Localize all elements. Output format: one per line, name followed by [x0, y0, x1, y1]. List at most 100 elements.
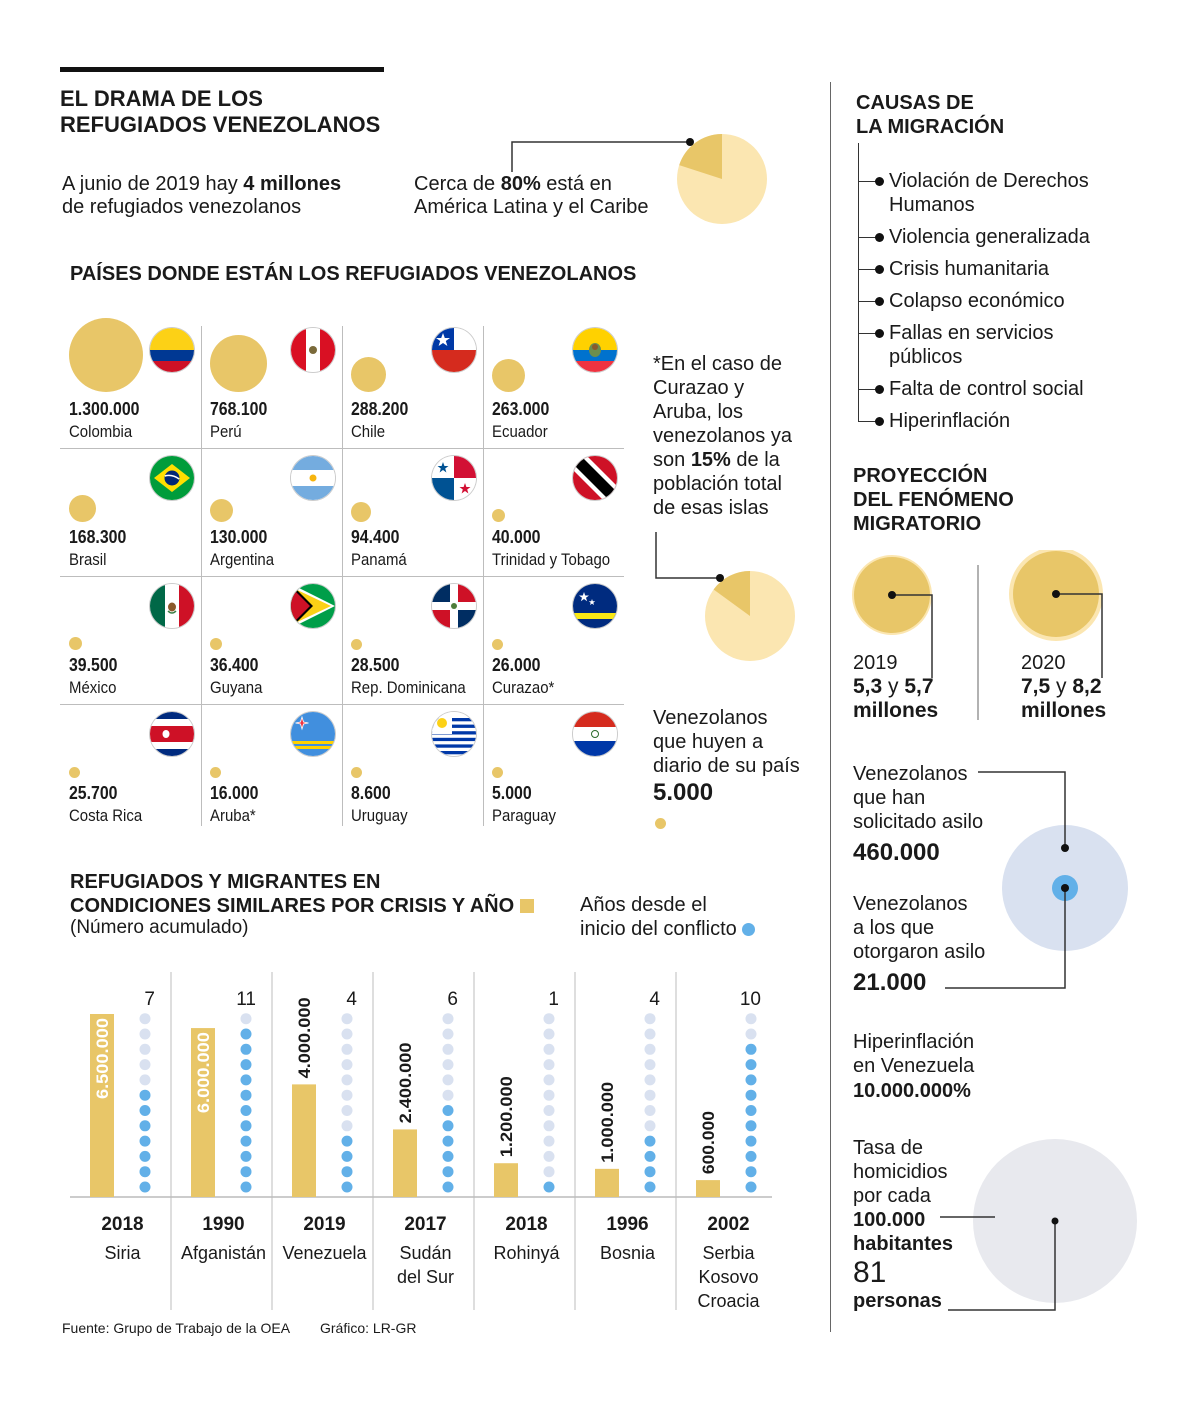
cause-tick — [858, 269, 876, 270]
cause-bullet — [875, 385, 884, 394]
cause-item: Crisis humanitaria — [889, 258, 1050, 280]
grid-divider — [60, 704, 624, 705]
flag-icon — [432, 328, 476, 372]
years-dot — [644, 1120, 656, 1132]
crisis-bar — [494, 1163, 518, 1197]
years-dot — [139, 1120, 151, 1132]
years-dot — [644, 1166, 656, 1178]
years-dot — [644, 1074, 656, 1086]
years-dot — [644, 1150, 656, 1162]
flag-icon — [573, 584, 617, 628]
years-dot — [543, 1166, 555, 1178]
grid-divider — [60, 448, 624, 449]
daily-text: Venezolanos que huyen a diario de su paí… — [653, 707, 800, 806]
hyperinflation: Hiperinflación en Venezuela 10.000.000% — [853, 1031, 975, 1102]
years-dot — [745, 1028, 757, 1040]
years-label: 10 — [740, 989, 761, 1010]
years-dot — [745, 1059, 757, 1071]
country-cell: 36.400 Guyana — [201, 576, 342, 704]
years-dot — [543, 1013, 555, 1025]
crisis-chart: 6.500.000 7 2018 Siria 6.000.000 11 1990 Afgani… — [70, 972, 772, 1311]
years-dot — [644, 1089, 656, 1101]
crisis-name: Sudán — [399, 1243, 451, 1263]
years-dot — [442, 1059, 454, 1071]
cause-tick — [858, 301, 876, 302]
years-dot — [644, 1013, 656, 1025]
country-value: 130.000 — [210, 527, 268, 547]
years-dot — [745, 1120, 757, 1132]
years-dot — [240, 1089, 252, 1101]
years-dot — [442, 1120, 454, 1132]
flag-icon — [432, 584, 476, 628]
flag-icon — [291, 456, 335, 500]
years-dot — [240, 1028, 252, 1040]
country-value: 8.600 — [351, 783, 391, 803]
crisis-bar — [393, 1129, 417, 1197]
years-dot — [139, 1059, 151, 1071]
years-dot — [442, 1013, 454, 1025]
country-name: México — [69, 678, 117, 697]
years-dot — [543, 1120, 555, 1132]
cause-tick — [858, 181, 876, 182]
causes-title: CAUSAS DE LA MIGRACIÓN — [856, 92, 1005, 138]
years-dot — [644, 1181, 656, 1193]
country-cell: 5.000 Paraguay — [483, 704, 624, 832]
country-cell: 26.000 Curazao* — [483, 576, 624, 704]
projection-2019: 2019 5,3 y 5,7 millones — [853, 652, 939, 722]
country-bubble — [210, 767, 221, 778]
projection-title: PROYECCIÓN DEL FENÓMENO MIGRATORIO — [853, 465, 1014, 535]
asylum-circles — [945, 771, 1128, 989]
cause-item: Violencia generalizada — [889, 226, 1090, 248]
country-value: 36.400 — [210, 655, 259, 675]
cause-item: Fallas en servicios públicos — [889, 322, 1054, 368]
legend-years-dot — [742, 923, 756, 936]
country-bubble — [69, 318, 143, 392]
years-dot — [442, 1043, 454, 1055]
years-label: 1 — [548, 989, 559, 1010]
years-dot — [240, 1043, 252, 1055]
country-value: 39.500 — [69, 655, 118, 675]
country-name: Colombia — [69, 422, 133, 441]
country-name: Brasil — [69, 550, 107, 569]
crisis-bar — [696, 1180, 720, 1197]
islands-note: *En el caso de Curazao y Aruba, los vene… — [653, 353, 792, 519]
years-dot — [139, 1181, 151, 1193]
years-dot — [543, 1150, 555, 1162]
country-bubble — [351, 502, 371, 522]
years-dot — [240, 1013, 252, 1025]
flag-icon — [432, 712, 476, 756]
years-dot — [543, 1028, 555, 1040]
years-dot — [745, 1043, 757, 1055]
years-dot — [240, 1135, 252, 1147]
country-name: Guyana — [210, 678, 263, 697]
country-cell: 768.100 Perú — [201, 320, 342, 448]
page-title: EL DRAMA DE LOS REFUGIADOS VENEZOLANOS — [60, 86, 381, 137]
flag-icon — [573, 328, 617, 372]
years-dot — [543, 1181, 555, 1193]
years-dot — [341, 1105, 353, 1116]
islands-pie — [655, 532, 795, 661]
crisis-name: Venezuela — [282, 1243, 367, 1263]
country-name: Chile — [351, 422, 386, 441]
years-dot — [139, 1166, 151, 1178]
country-bubble — [210, 498, 234, 522]
intro-text: A junio de 2019 hay 4 millones de refugi… — [62, 173, 342, 218]
cause-bullet — [875, 329, 884, 338]
years-dot — [745, 1181, 757, 1193]
country-value: 25.700 — [69, 783, 118, 803]
country-name: Aruba* — [210, 806, 256, 825]
years-dot — [745, 1150, 757, 1162]
causes-list: Violación de Derechos Humanos Violencia ge… — [855, 143, 1185, 443]
cause-item: Colapso económico — [889, 290, 1065, 312]
grid-divider — [60, 576, 624, 577]
years-dot — [745, 1074, 757, 1086]
cause-bullet — [875, 417, 884, 426]
country-name: Rep. Dominicana — [351, 678, 466, 697]
cause-item: Falta de control social — [889, 378, 1084, 400]
years-dot — [745, 1135, 757, 1147]
years-dot — [442, 1028, 454, 1040]
country-value: 28.500 — [351, 655, 400, 675]
flag-icon — [150, 456, 194, 500]
crisis-bar-label: 1.000.000 — [598, 1082, 617, 1163]
flag-icon — [432, 456, 476, 500]
